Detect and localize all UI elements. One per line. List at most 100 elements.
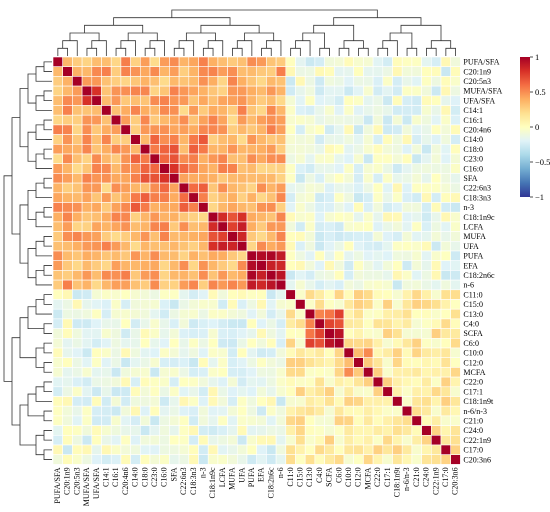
- heatmap-cell: [188, 221, 199, 232]
- heatmap-cell: [285, 124, 296, 135]
- heatmap-cell: [246, 270, 257, 281]
- column-label: C18:3n3: [189, 467, 198, 495]
- heatmap-cell: [246, 95, 257, 106]
- heatmap-cell: [314, 241, 325, 252]
- heatmap-cell: [140, 241, 151, 252]
- heatmap-cell: [101, 405, 112, 417]
- heatmap-cell: [372, 114, 384, 126]
- heatmap-cell: [237, 396, 248, 407]
- heatmap-cell: [178, 76, 190, 87]
- heatmap-cell: [266, 337, 277, 349]
- heatmap-cell: [382, 434, 393, 446]
- heatmap-cell: [382, 221, 393, 232]
- heatmap-cell: [72, 289, 83, 300]
- heatmap-cell: [120, 318, 131, 329]
- heatmap-cell: [237, 405, 248, 417]
- dendrogram-branch: [19, 204, 28, 264]
- heatmap-cell: [401, 241, 413, 252]
- heatmap-cell: [169, 95, 180, 106]
- heatmap-cell: [178, 231, 190, 242]
- heatmap-cell: [411, 308, 422, 320]
- heatmap-cell: [304, 144, 316, 155]
- heatmap-cell: [130, 76, 141, 87]
- heatmap-cell: [314, 415, 325, 426]
- heatmap-cell: [275, 396, 287, 407]
- heatmap-cell: [363, 241, 374, 252]
- heatmap-cell: [256, 415, 267, 426]
- heatmap-cell: [304, 85, 316, 97]
- heatmap-cell: [421, 425, 432, 436]
- heatmap-cell: [363, 444, 374, 455]
- heatmap-cell: [237, 279, 248, 291]
- heatmap-cell: [207, 357, 219, 368]
- heatmap-cell: [159, 289, 170, 300]
- heatmap-cell: [353, 396, 364, 407]
- heatmap-cell: [110, 173, 122, 184]
- heatmap-cells: [52, 56, 461, 465]
- heatmap-cell: [188, 153, 199, 164]
- column-dendrogram: [57, 9, 456, 56]
- heatmap-cell: [324, 454, 335, 465]
- heatmap-cell: [140, 260, 151, 271]
- heatmap-cell: [314, 289, 325, 300]
- heatmap-cell: [304, 425, 316, 436]
- heatmap-cell: [392, 357, 403, 368]
- heatmap-cell: [382, 386, 393, 397]
- heatmap-cell: [52, 153, 63, 164]
- heatmap-cell: [392, 270, 403, 281]
- heatmap-cell: [110, 221, 122, 232]
- heatmap-cell: [188, 405, 199, 417]
- heatmap-cell: [91, 308, 102, 320]
- heatmap-cell: [256, 289, 267, 300]
- heatmap-cell: [353, 270, 364, 281]
- heatmap-cell: [256, 260, 267, 271]
- heatmap-cell: [440, 279, 451, 291]
- heatmap-cell: [295, 66, 306, 77]
- heatmap-cell: [178, 337, 190, 349]
- heatmap-cell: [450, 260, 461, 271]
- heatmap-cell: [421, 308, 432, 320]
- dendrogram-branch: [43, 362, 52, 373]
- heatmap-cell: [91, 114, 102, 126]
- heatmap-cell: [372, 347, 384, 358]
- heatmap-cell: [353, 76, 364, 87]
- heatmap-cell: [130, 367, 141, 378]
- heatmap-cell: [169, 367, 180, 378]
- column-label: C20:3n6: [451, 467, 460, 495]
- heatmap-cell: [198, 144, 209, 155]
- row-label: SFA: [463, 174, 477, 183]
- heatmap-cell: [430, 114, 442, 126]
- heatmap-cell: [275, 386, 287, 397]
- heatmap-cell: [392, 95, 403, 106]
- heatmap-cell: [401, 270, 413, 281]
- heatmap-cell: [188, 425, 199, 436]
- heatmap-cell: [372, 289, 384, 300]
- heatmap-cell: [324, 66, 335, 77]
- heatmap-cell: [304, 192, 316, 203]
- heatmap-cell: [178, 221, 190, 232]
- dendrogram-branch: [35, 66, 52, 82]
- heatmap-cell: [178, 279, 190, 291]
- heatmap-cell: [353, 425, 364, 436]
- heatmap-cell: [52, 85, 63, 97]
- heatmap-cell: [392, 56, 403, 67]
- heatmap-cell: [401, 357, 413, 368]
- heatmap-cell: [188, 337, 199, 349]
- heatmap-cell: [430, 221, 442, 232]
- heatmap-cell: [421, 211, 432, 223]
- heatmap-cell: [110, 434, 122, 446]
- heatmap-cell: [324, 337, 335, 349]
- heatmap-cell: [382, 144, 393, 155]
- heatmap-cell: [295, 347, 306, 358]
- heatmap-cell: [411, 405, 422, 417]
- heatmap-cell: [140, 279, 151, 291]
- dendrogram-branch: [171, 9, 378, 18]
- heatmap-cell: [159, 182, 170, 194]
- heatmap-cell: [91, 415, 102, 426]
- heatmap-cell: [91, 192, 102, 203]
- heatmap-cell: [178, 124, 190, 135]
- heatmap-cell: [440, 153, 451, 164]
- heatmap-cell: [188, 95, 199, 106]
- heatmap-cell: [430, 405, 442, 417]
- heatmap-cell: [246, 192, 257, 203]
